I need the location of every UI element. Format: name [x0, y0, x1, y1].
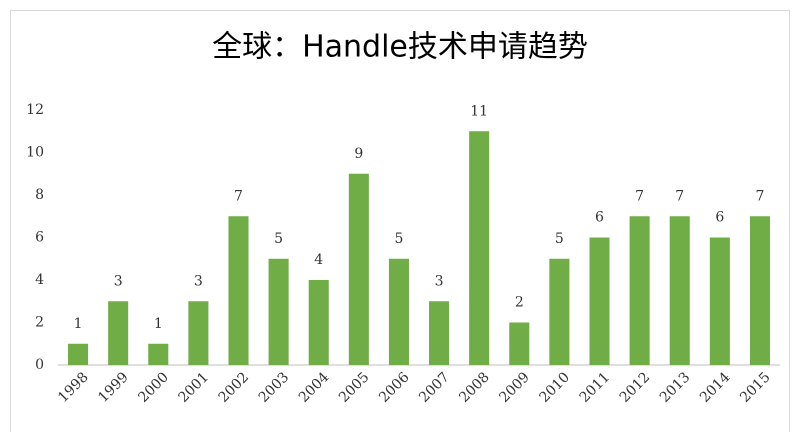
bar	[308, 280, 329, 365]
y-tick-label: 4	[35, 272, 44, 288]
y-tick-label: 0	[35, 357, 44, 373]
data-label: 5	[394, 231, 403, 247]
data-label: 5	[555, 231, 564, 247]
data-label: 4	[314, 252, 323, 268]
bar	[509, 322, 530, 365]
y-tick-label: 10	[26, 145, 44, 161]
data-label: 6	[715, 210, 724, 226]
data-label: 3	[114, 273, 123, 289]
bar	[629, 216, 650, 365]
data-label: 2	[515, 295, 524, 311]
data-label: 11	[470, 103, 488, 119]
bar	[348, 173, 369, 365]
bar	[549, 258, 570, 365]
data-label: 9	[354, 146, 363, 162]
bar	[108, 301, 129, 365]
data-label: 5	[274, 231, 283, 247]
bar	[68, 343, 89, 365]
bar	[148, 343, 169, 365]
bar	[228, 216, 249, 365]
data-label: 1	[74, 316, 83, 332]
data-label: 7	[635, 188, 644, 204]
data-label: 1	[154, 316, 163, 332]
y-tick-label: 8	[35, 187, 44, 203]
bar	[268, 258, 289, 365]
bar	[669, 216, 690, 365]
data-label: 7	[755, 188, 764, 204]
data-label: 7	[675, 188, 684, 204]
bar	[709, 237, 730, 365]
bar	[749, 216, 770, 365]
data-label: 7	[234, 188, 243, 204]
data-label: 6	[595, 210, 604, 226]
data-label: 3	[435, 273, 444, 289]
bar	[188, 301, 209, 365]
y-tick-label: 6	[35, 230, 44, 246]
bar	[388, 258, 409, 365]
data-label: 3	[194, 273, 203, 289]
bar	[429, 301, 450, 365]
y-tick-label: 12	[26, 102, 44, 118]
y-tick-label: 2	[35, 315, 44, 331]
bar	[469, 131, 490, 365]
bar	[589, 237, 610, 365]
chart-title: 全球：Handle技术申请趋势	[212, 30, 588, 65]
